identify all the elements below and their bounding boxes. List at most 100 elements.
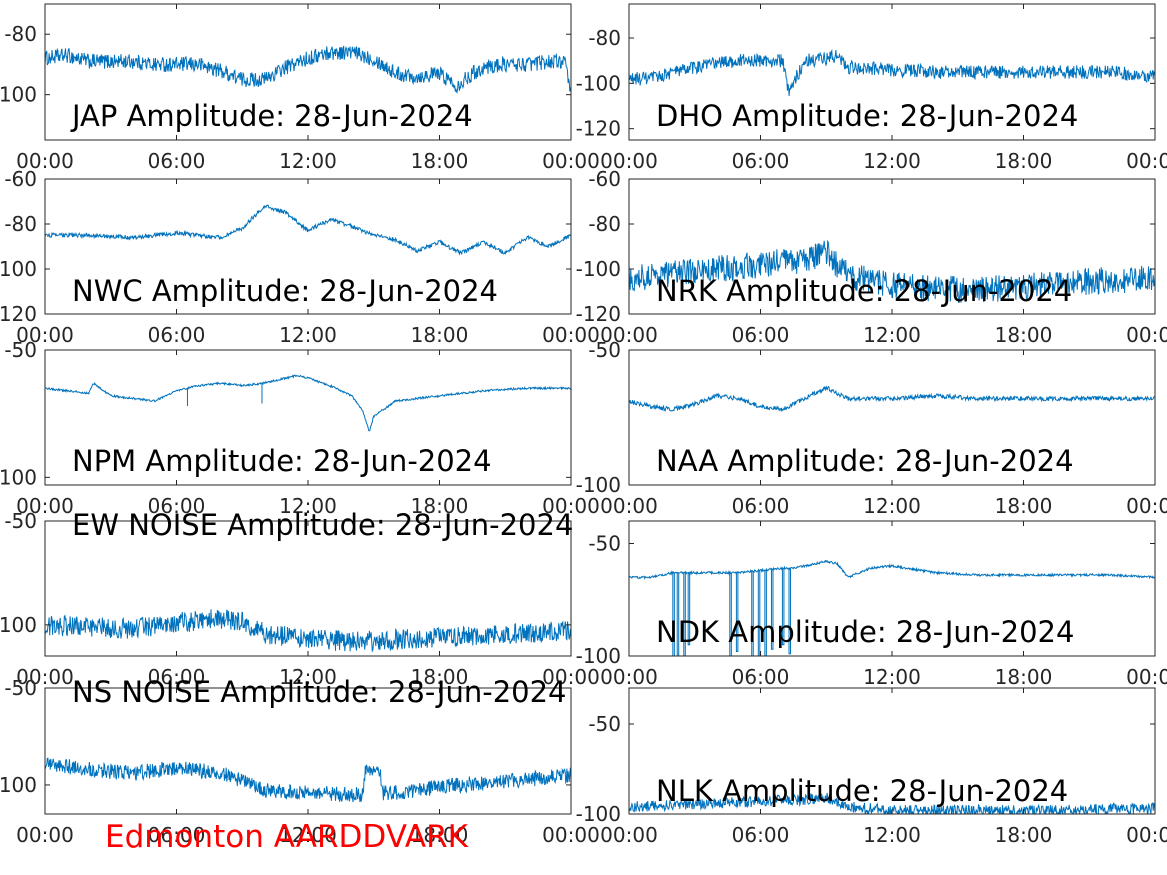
- x-tick-label: 18:00: [995, 149, 1053, 173]
- x-tick-label: 12:00: [279, 823, 337, 847]
- chart-title: EW NOISE Amplitude: 28-Jun-2024: [72, 508, 573, 542]
- x-tick-label: 00:00: [600, 494, 658, 518]
- y-tick-label: -50: [588, 532, 621, 556]
- chart-panel-7: 00:00 06:00 12:00 18:00 00:00 -50 -100 NDK Ampl…: [576, 520, 1167, 689]
- chart-title: NAA Amplitude: 28-Jun-2024: [656, 444, 1074, 478]
- chart-panel-2: 00:00 06:00 12:00 18:00 00:00 -60 -80 100 120 NWC…: [0, 167, 600, 347]
- chart-title: JAP Amplitude: 28-Jun-2024: [70, 99, 473, 133]
- chart-panel-5: 00:00 06:00 12:00 18:00 00:00 -50 -100 NAA Ampl…: [576, 338, 1167, 518]
- data-series-line: [45, 374, 571, 432]
- data-dropout: [757, 570, 761, 656]
- x-tick-label: 00:00: [1126, 494, 1167, 518]
- x-tick-label: 00:00: [542, 494, 600, 518]
- y-tick-label: -60: [588, 167, 621, 191]
- y-tick-label: -80: [4, 212, 37, 236]
- y-tick-label: -80: [588, 212, 621, 236]
- x-tick-label: 18:00: [411, 665, 469, 689]
- x-tick-label: 18:00: [995, 665, 1053, 689]
- data-dropout: [764, 570, 767, 656]
- y-tick-label: -50: [4, 338, 37, 362]
- data-dropout: [735, 572, 739, 652]
- data-dropout: [687, 572, 691, 646]
- x-tick-label: 00:00: [542, 149, 600, 173]
- x-tick-label: 00:00: [542, 665, 600, 689]
- x-tick-label: 06:00: [148, 494, 206, 518]
- data-series-line: [45, 757, 571, 803]
- chart-title: DHO Amplitude: 28-Jun-2024: [656, 99, 1078, 133]
- x-tick-label: 06:00: [732, 823, 790, 847]
- y-tick-label: -100: [576, 257, 621, 281]
- y-tick-label: -50: [588, 338, 621, 362]
- x-tick-label: 00:00: [542, 823, 600, 847]
- x-tick-label: 18:00: [995, 323, 1053, 347]
- x-tick-label: 06:00: [732, 665, 790, 689]
- data-dropout: [676, 572, 680, 656]
- data-series-line: [45, 204, 571, 256]
- x-tick-label: 00:00: [600, 665, 658, 689]
- x-tick-label: 18:00: [411, 823, 469, 847]
- data-series-line: [629, 239, 1155, 303]
- x-tick-label: 12:00: [279, 665, 337, 689]
- chart-panel-9: 00:00 06:00 12:00 18:00 00:00 -50 -100 NLK Ampl…: [576, 687, 1167, 847]
- chart-panel-1: 00:00 06:00 12:00 18:00 00:00 -80 -100 -120 DHO …: [576, 3, 1167, 173]
- y-tick-label: -50: [4, 509, 37, 533]
- data-series-line: [629, 385, 1155, 413]
- data-dropout: [683, 572, 686, 656]
- y-tick-label: -100: [576, 644, 621, 668]
- data-dropout: [770, 569, 774, 650]
- y-tick-label: -100: [576, 71, 621, 95]
- y-tick-label: -80: [4, 22, 37, 46]
- chart-title: NWC Amplitude: 28-Jun-2024: [72, 274, 498, 308]
- chart-panel-6: 00:00 06:00 12:00 18:00 00:00 -50 100 EW NOISE …: [0, 508, 600, 689]
- y-tick-label: -100: [576, 473, 621, 497]
- x-tick-label: 00:00: [600, 323, 658, 347]
- chart-panel-8: 00:00 06:00 12:00 18:00 00:00 -50 100 NS NOISE …: [0, 675, 600, 847]
- x-tick-label: 12:00: [279, 494, 337, 518]
- data-series-line: [629, 559, 1155, 580]
- station-label: Edmonton AARDDVARK: [105, 819, 469, 855]
- x-tick-label: 00:00: [1126, 823, 1167, 847]
- y-tick-label: 100: [0, 773, 37, 797]
- x-tick-label: 18:00: [411, 149, 469, 173]
- x-tick-label: 12:00: [279, 149, 337, 173]
- y-tick-label: -80: [588, 26, 621, 50]
- y-tick-label: -100: [576, 802, 621, 826]
- chart-panel-3: 00:00 06:00 12:00 18:00 00:00 -60 -80 -100 -120 N…: [576, 167, 1167, 347]
- x-tick-label: 12:00: [863, 494, 921, 518]
- y-tick-label: -50: [588, 712, 621, 736]
- x-tick-label: 18:00: [411, 323, 469, 347]
- x-tick-label: 06:00: [148, 823, 206, 847]
- data-dropout: [751, 571, 754, 656]
- chart-title: NRK Amplitude: 28-Jun-2024: [656, 274, 1072, 308]
- x-tick-label: 06:00: [148, 323, 206, 347]
- x-tick-label: 06:00: [732, 149, 790, 173]
- x-tick-label: 00:00: [600, 149, 658, 173]
- x-tick-label: 00:00: [16, 823, 74, 847]
- x-tick-label: 00:00: [16, 665, 74, 689]
- x-tick-label: 00:00: [16, 149, 74, 173]
- x-tick-label: 06:00: [148, 149, 206, 173]
- chart-title: NLK Amplitude: 28-Jun-2024: [656, 774, 1068, 808]
- data-dropout: [729, 572, 732, 656]
- chart-panel-0: 00:00 06:00 12:00 18:00 00:00 -80 100 JAP Ampli…: [0, 3, 600, 173]
- y-tick-label: 100: [0, 257, 37, 281]
- data-series-line: [629, 48, 1155, 97]
- x-tick-label: 06:00: [148, 665, 206, 689]
- x-tick-label: 12:00: [279, 323, 337, 347]
- x-tick-label: 00:00: [1126, 323, 1167, 347]
- y-tick-label: 100: [0, 83, 37, 107]
- x-tick-label: 00:00: [1126, 149, 1167, 173]
- y-tick-label: 100: [0, 613, 37, 637]
- x-tick-label: 12:00: [863, 149, 921, 173]
- x-tick-label: 06:00: [732, 323, 790, 347]
- chart-title: NPM Amplitude: 28-Jun-2024: [72, 444, 492, 478]
- data-dropout: [788, 568, 791, 655]
- x-tick-label: 00:00: [16, 323, 74, 347]
- x-tick-label: 12:00: [863, 665, 921, 689]
- x-tick-label: 06:00: [732, 494, 790, 518]
- x-tick-label: 18:00: [411, 494, 469, 518]
- x-tick-label: 12:00: [863, 323, 921, 347]
- x-tick-label: 00:00: [1126, 665, 1167, 689]
- y-tick-label: -120: [576, 302, 621, 326]
